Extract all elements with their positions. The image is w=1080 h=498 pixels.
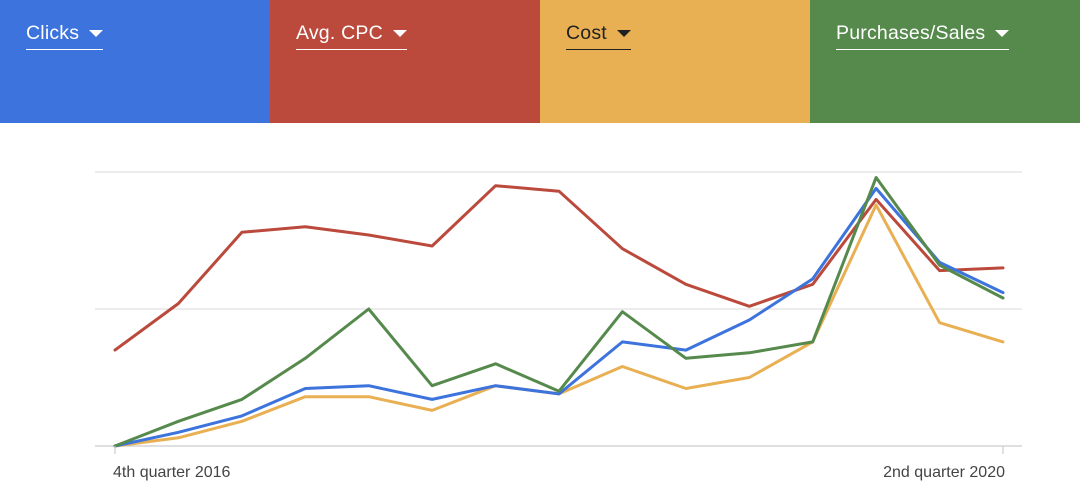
metric-dropdown-purchases-sales[interactable]: Purchases/Sales — [836, 22, 1010, 50]
chart-area: 4th quarter 2016 2nd quarter 2020 — [0, 123, 1080, 498]
x-tick-label: 2nd quarter 2020 — [883, 464, 1005, 481]
avg-cpc-series-line — [113, 184, 1005, 352]
metric-dropdown-clicks[interactable]: Clicks — [26, 22, 104, 50]
dropdown-arrow-icon — [616, 30, 631, 37]
x-tick-label: 4th quarter 2016 — [113, 464, 231, 481]
dropdown-arrow-icon — [89, 30, 104, 37]
cost-series-line — [113, 203, 1005, 448]
clicks-series-line — [113, 186, 1005, 448]
x-axis: 4th quarter 2016 2nd quarter 2020 — [113, 446, 1005, 481]
line-chart: 4th quarter 2016 2nd quarter 2020 — [95, 171, 1022, 481]
metric-label-cost: Cost — [566, 22, 607, 44]
dropdown-arrow-icon — [392, 30, 407, 37]
purchases-sales-series-line — [113, 176, 1005, 448]
metric-card-avg-cpc[interactable]: Avg. CPC — [270, 0, 540, 123]
metric-dropdown-avg-cpc[interactable]: Avg. CPC — [296, 22, 407, 50]
chart-grid — [95, 171, 1022, 447]
chart-lines — [113, 176, 1005, 448]
metric-label-purchases-sales: Purchases/Sales — [836, 22, 986, 44]
metric-label-avg-cpc: Avg. CPC — [296, 22, 383, 44]
metric-card-purchases-sales[interactable]: Purchases/Sales — [810, 0, 1080, 123]
metric-selector-bar: Clicks Avg. CPC Cost Purchases/Sales — [0, 0, 1080, 123]
metric-card-cost[interactable]: Cost — [540, 0, 810, 123]
dropdown-arrow-icon — [995, 30, 1010, 37]
metric-dropdown-cost[interactable]: Cost — [566, 22, 631, 50]
metric-card-clicks[interactable]: Clicks — [0, 0, 270, 123]
metric-label-clicks: Clicks — [26, 22, 80, 44]
